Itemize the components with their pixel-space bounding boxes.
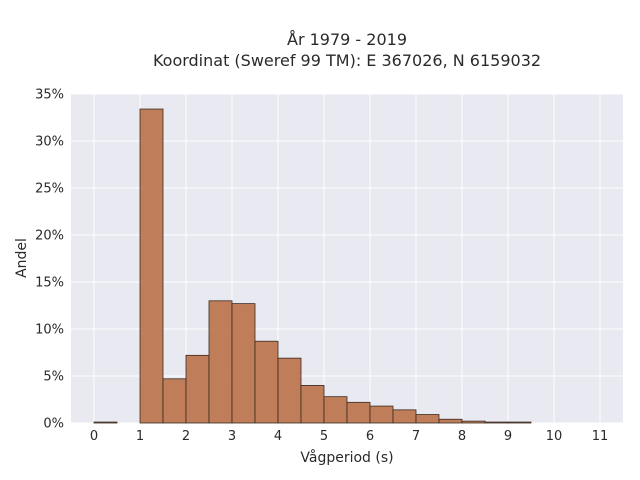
histogram-bar: [323, 396, 348, 424]
x-tick-label: 11: [592, 429, 609, 444]
histogram-bar: [461, 420, 486, 424]
y-tick-labels: 0% 5% 10% 15% 20% 25% 30% 35%: [35, 88, 64, 432]
x-tick-label: 1: [136, 429, 144, 444]
y-tick-label: 20%: [35, 229, 64, 244]
x-tick-label: 8: [458, 429, 466, 444]
x-tick-label: 9: [504, 429, 512, 444]
y-tick-label: 25%: [35, 182, 64, 197]
y-tick-label: 10%: [35, 323, 64, 338]
x-tick-label: 0: [90, 429, 98, 444]
x-tick-label: 4: [274, 429, 282, 444]
bars: [93, 108, 532, 424]
histogram-bar: [277, 357, 302, 424]
x-tick-label: 7: [412, 429, 420, 444]
y-axis-label: Andel: [14, 238, 30, 278]
histogram-bar: [231, 303, 256, 424]
histogram-bar: [346, 401, 371, 424]
histogram-bar: [415, 414, 440, 424]
histogram-bar: [139, 108, 164, 424]
chart-title-line2: Koordinat (Sweref 99 TM): E 367026, N 61…: [153, 51, 541, 70]
histogram-bar: [162, 378, 187, 424]
histogram-bar: [185, 354, 210, 424]
histogram-bar: [438, 418, 463, 424]
x-tick-label: 6: [366, 429, 374, 444]
x-tick-label: 10: [546, 429, 563, 444]
y-tick-label: 0%: [43, 417, 64, 432]
y-tick-label: 15%: [35, 276, 64, 291]
histogram-bar: [507, 421, 532, 424]
histogram-bar: [300, 384, 325, 424]
histogram-bar: [369, 405, 394, 424]
y-tick-label: 5%: [43, 370, 64, 385]
x-tick-label: 5: [320, 429, 328, 444]
histogram-bar: [392, 409, 417, 424]
y-tick-label: 30%: [35, 135, 64, 150]
histogram-bar: [93, 421, 118, 424]
x-tick-label: 3: [228, 429, 236, 444]
x-tick-label: 2: [182, 429, 190, 444]
y-tick-label: 35%: [35, 88, 64, 103]
x-axis-label: Vågperiod (s): [300, 449, 393, 466]
chart-title-line1: År 1979 - 2019: [287, 30, 407, 49]
histogram-bar: [208, 300, 233, 424]
histogram-bar: [254, 340, 279, 424]
x-tick-labels: 0 1 2 3 4 5 6 7 8 9 10 11: [90, 429, 608, 444]
histogram-bar: [484, 421, 509, 424]
